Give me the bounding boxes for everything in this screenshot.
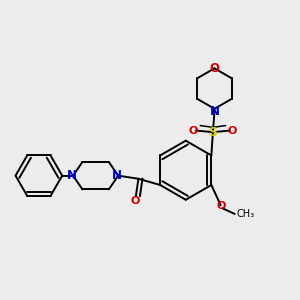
Text: CH₃: CH₃ [236, 209, 254, 219]
Text: S: S [208, 126, 217, 139]
Text: N: N [67, 169, 77, 182]
Text: O: O [216, 201, 225, 211]
Text: N: N [209, 105, 220, 119]
Text: O: O [189, 126, 198, 136]
Text: O: O [209, 62, 220, 75]
Text: O: O [228, 126, 237, 136]
Text: O: O [130, 196, 140, 206]
Text: N: N [112, 169, 122, 182]
